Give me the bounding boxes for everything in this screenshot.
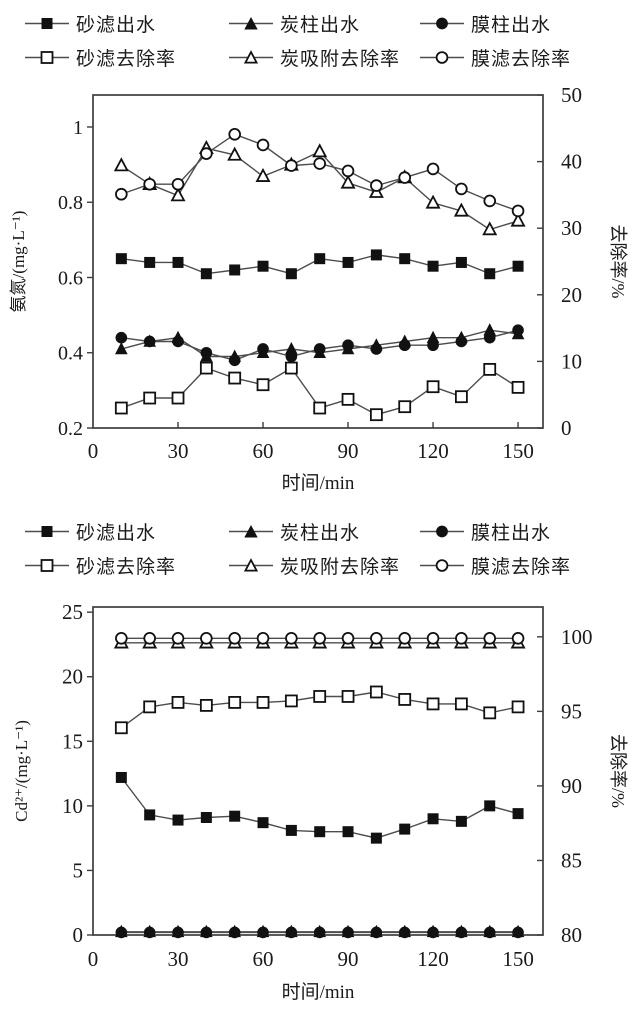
svg-text:15: 15 (62, 729, 83, 753)
series-5-markers (115, 632, 525, 645)
svg-text:80: 80 (561, 923, 582, 947)
svg-text:0.4: 0.4 (58, 343, 83, 365)
svg-text:10: 10 (561, 349, 582, 373)
legend-item-label: 砂滤出水 (76, 523, 157, 544)
svg-text:100: 100 (561, 625, 593, 649)
svg-text:120: 120 (417, 439, 449, 463)
series-3-markers (114, 361, 525, 422)
svg-text:25: 25 (62, 600, 83, 624)
right-y-axis: 80 85 90 95 100 去除率/% (537, 625, 628, 947)
open-circle-marker-icon (420, 559, 464, 572)
svg-text:5: 5 (73, 858, 84, 882)
x-axis: 0 30 60 90 120 150 时间/min (88, 929, 534, 1003)
legend-item-label: 炭吸附去除率 (280, 49, 401, 70)
svg-text:40: 40 (561, 150, 582, 174)
svg-text:0.8: 0.8 (58, 192, 83, 214)
legend-item-label: 炭柱出水 (280, 523, 361, 544)
legend-bottom: 砂滤出水 炭柱出水 膜柱出水 砂滤去除率 炭吸附去除率 膜滤去除率 (0, 518, 638, 579)
filled-circle-marker-icon (420, 525, 464, 538)
svg-text:150: 150 (502, 439, 534, 463)
left-y-axis-label: 氨氮/(mg·L⁻¹) (9, 211, 28, 313)
svg-text:60: 60 (253, 439, 274, 463)
svg-text:30: 30 (168, 439, 189, 463)
series-2-markers (115, 324, 524, 367)
svg-text:150: 150 (502, 947, 534, 971)
legend-item-label: 炭吸附去除率 (280, 557, 401, 578)
svg-text:90: 90 (338, 439, 359, 463)
legend-item-label: 砂滤出水 (76, 15, 157, 36)
legend-item-label: 砂滤去除率 (76, 557, 177, 578)
legend-item-carbon-column-effluent: 炭柱出水 (228, 10, 419, 37)
plot-frame (92, 606, 544, 936)
series-0-markers (115, 771, 524, 844)
legend-item-membrane-filtration-removal-rate: 膜滤去除率 (419, 552, 638, 579)
legend-item-carbon-column-effluent: 炭柱出水 (228, 518, 419, 545)
legend-item-label: 膜柱出水 (471, 523, 552, 544)
svg-text:20: 20 (561, 283, 582, 307)
legend-item-membrane-column-effluent: 膜柱出水 (419, 518, 638, 545)
svg-text:1: 1 (73, 117, 83, 139)
right-y-axis-label: 去除率/% (608, 734, 628, 808)
right-y-axis-label: 去除率/% (608, 225, 628, 299)
series-3-markers (114, 685, 525, 735)
svg-text:95: 95 (561, 699, 582, 723)
x-axis: 0 30 60 90 120 150 时间/min (88, 422, 534, 494)
legend-item-carbon-adsorption-removal-rate: 炭吸附去除率 (228, 552, 419, 579)
cadmium-chart: 0 30 60 90 120 150 时间/min 0 5 10 15 20 25 Cd²⁺/(mg·L⁻… (12, 600, 628, 1003)
legend-item-sand-filter-effluent: 砂滤出水 (24, 10, 228, 37)
plot-frame (92, 94, 544, 429)
svg-text:0.6: 0.6 (58, 267, 83, 289)
x-axis-label: 时间/min (282, 981, 355, 1003)
svg-text:30: 30 (561, 216, 582, 240)
legend-item-label: 膜滤去除率 (471, 557, 572, 578)
series-2-markers (115, 926, 524, 939)
svg-text:90: 90 (338, 947, 359, 971)
open-circle-marker-icon (420, 51, 464, 64)
legend-item-membrane-filtration-removal-rate: 膜滤去除率 (419, 44, 638, 71)
x-axis-label: 时间/min (282, 472, 355, 494)
svg-text:30: 30 (168, 947, 189, 971)
legend-item-carbon-adsorption-removal-rate: 炭吸附去除率 (228, 44, 419, 71)
svg-text:0: 0 (88, 439, 99, 463)
ammonia-nitrogen-chart: 0 30 60 90 120 150 时间/min 0.2 0.4 0.6 0.8 1 氨氮/(mg·L… (9, 85, 628, 494)
open-square-marker-icon (25, 51, 69, 64)
open-square-marker-icon (25, 559, 69, 572)
svg-text:0: 0 (88, 947, 99, 971)
legend-item-label: 炭柱出水 (280, 15, 361, 36)
left-y-axis: 0 5 10 15 20 25 Cd²⁺/(mg·L⁻¹) (12, 600, 93, 947)
svg-text:120: 120 (417, 947, 449, 971)
open-triangle-marker-icon (229, 558, 273, 572)
svg-text:20: 20 (62, 665, 83, 689)
svg-text:0: 0 (73, 923, 84, 947)
left-y-axis-label: Cd²⁺/(mg·L⁻¹) (12, 720, 31, 822)
left-y-axis: 0.2 0.4 0.6 0.8 1 氨氮/(mg·L⁻¹) (9, 117, 93, 440)
svg-text:0: 0 (561, 416, 572, 440)
filled-triangle-marker-icon (229, 17, 273, 30)
legend-item-sand-filter-removal-rate: 砂滤去除率 (24, 552, 228, 579)
series-0-markers (115, 249, 524, 280)
filled-triangle-marker-icon (229, 525, 273, 538)
legend-item-label: 砂滤去除率 (76, 49, 177, 70)
svg-text:50: 50 (561, 85, 582, 107)
svg-text:0.2: 0.2 (58, 418, 83, 440)
svg-text:10: 10 (62, 794, 83, 818)
legend-item-membrane-column-effluent: 膜柱出水 (419, 10, 638, 37)
legend-item-label: 膜柱出水 (471, 15, 552, 36)
right-y-axis: 0 10 20 30 40 50 去除率/% (537, 85, 628, 440)
svg-text:90: 90 (561, 774, 582, 798)
filled-circle-marker-icon (420, 17, 464, 30)
filled-square-marker-icon (25, 18, 69, 29)
legend-item-sand-filter-removal-rate: 砂滤去除率 (24, 44, 228, 71)
legend-item-sand-filter-effluent: 砂滤出水 (24, 518, 228, 545)
open-triangle-marker-icon (229, 50, 273, 64)
filled-square-marker-icon (25, 526, 69, 537)
svg-text:60: 60 (253, 947, 274, 971)
series-5-markers (115, 127, 525, 218)
legend-item-label: 膜滤去除率 (471, 49, 572, 70)
svg-text:85: 85 (561, 848, 582, 872)
legend-top: 砂滤出水 炭柱出水 膜柱出水 砂滤去除率 炭吸附去除率 膜滤去除率 (0, 10, 638, 71)
